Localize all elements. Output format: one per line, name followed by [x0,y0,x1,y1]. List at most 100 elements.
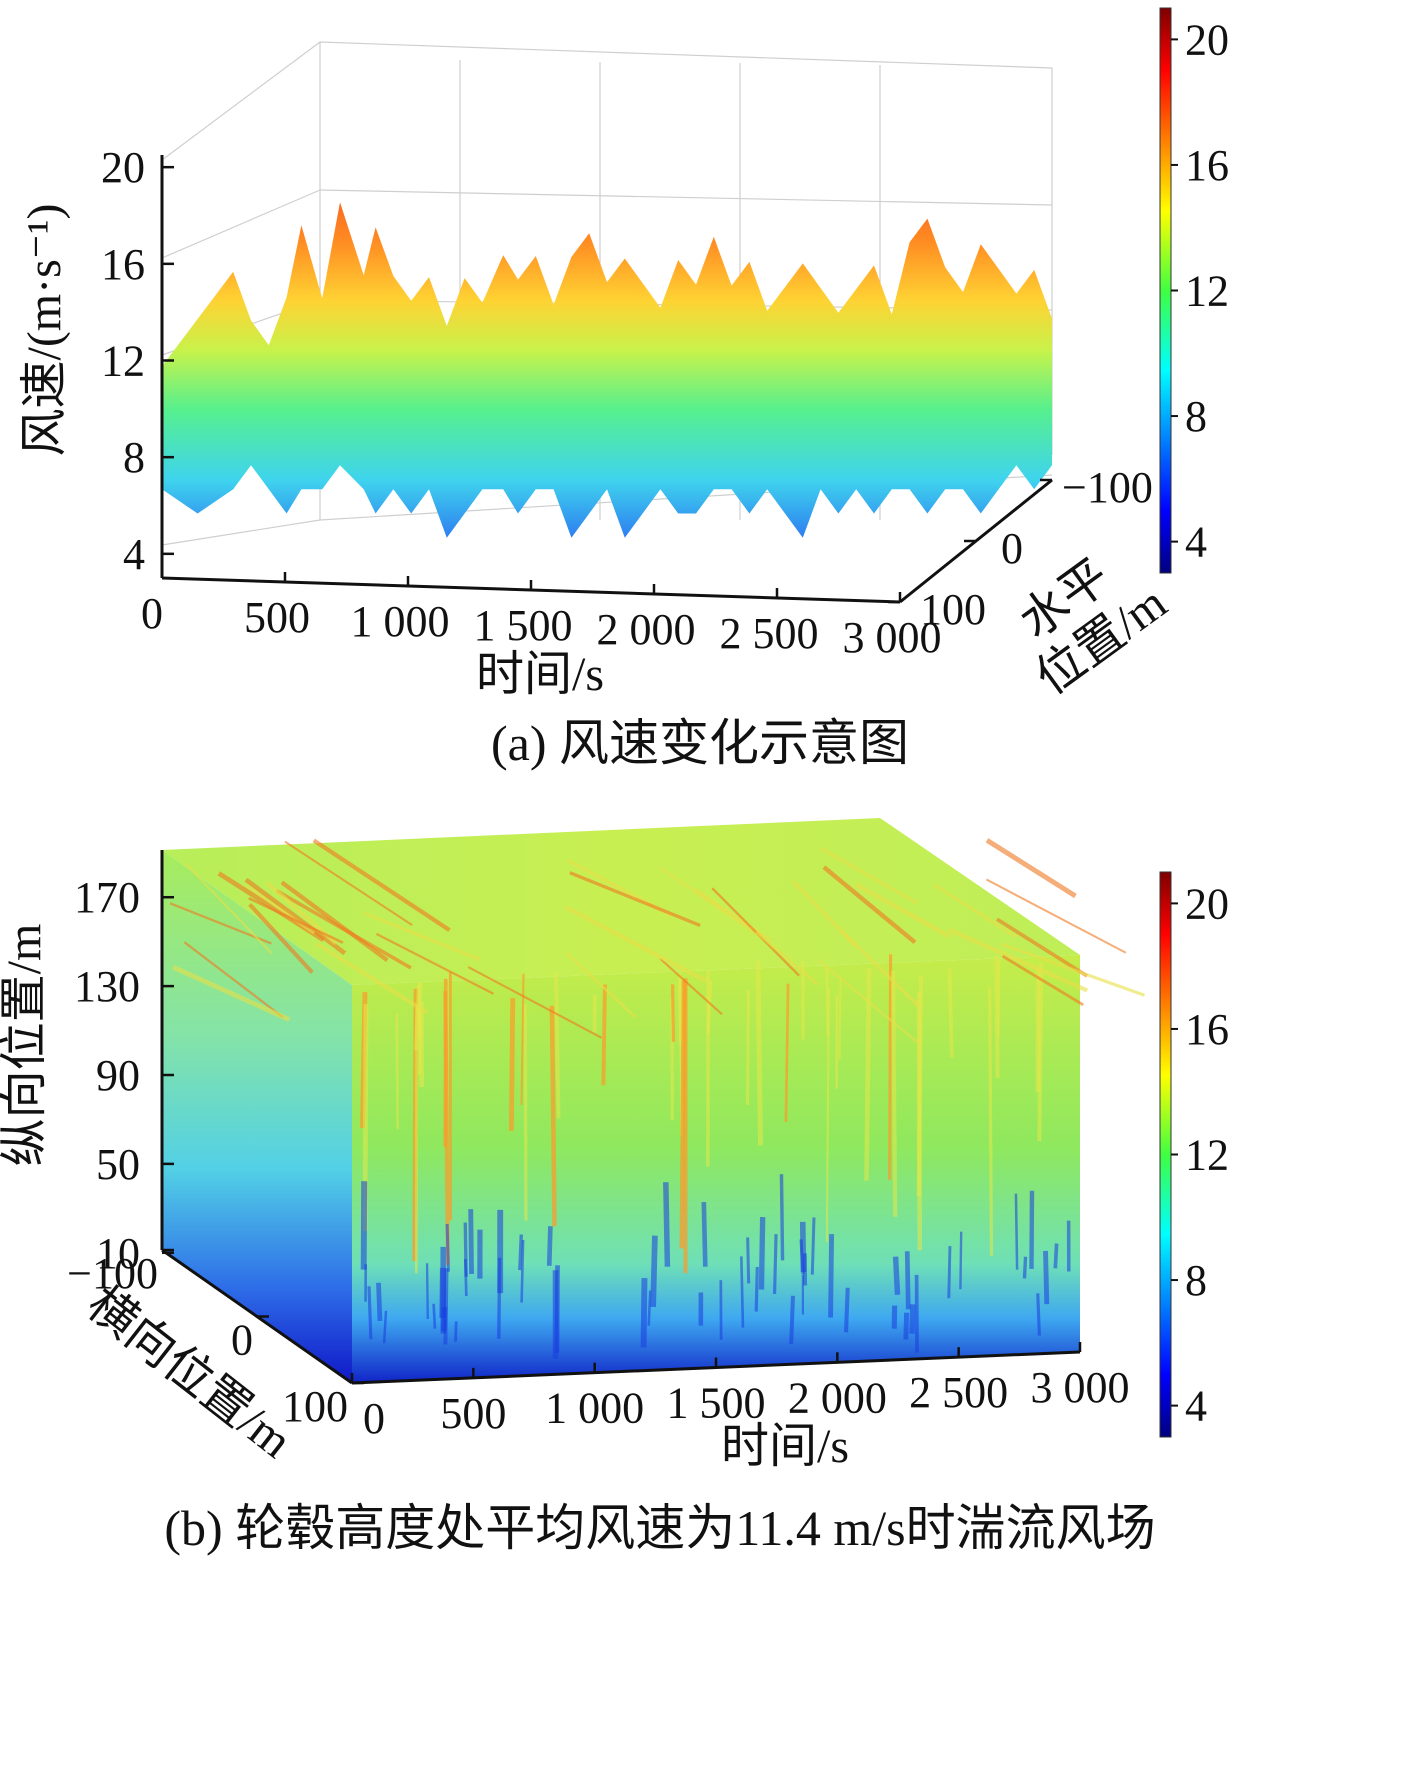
chart-b-streak [903,1312,910,1340]
chart-b-streak [395,1012,399,1130]
chart-b-colorbar [1159,871,1172,1438]
chart-b-streak [701,1202,708,1267]
chart-b-streak [280,880,389,962]
chart-b-streak [467,966,603,1039]
chart-a-colorbar-label: 8 [1185,392,1207,441]
chart-b-streak [838,976,842,1060]
chart-b-xlabel: 时间/s [721,1420,849,1473]
chart-b-streak [382,1310,388,1344]
chart-b-streak [799,1239,805,1275]
chart-a-xlabel: 时间/s [476,648,604,701]
chart-b-streak [445,1223,450,1272]
chart-a-xtick-label: 3 000 [843,613,942,662]
chart-b-streak [183,941,284,1019]
chart-b-streak [843,1287,850,1333]
chart-b-streak [740,1256,745,1328]
chart-b-xtick-label: 0 [363,1394,385,1443]
chart-b-streak [468,1209,474,1275]
chart-a-colorbar [1159,7,1172,574]
chart-b-streak [933,883,1018,939]
chart-b-xtick-label: 1 000 [545,1384,644,1433]
chart-b-streak [854,882,952,939]
chart-b-ytick-label: 170 [74,873,140,922]
chart-b-streak [569,871,701,927]
chart-b-streak [364,911,481,962]
chart-a-depth-tick-label: 100 [920,585,986,634]
chart-a-colorbar-label: 12 [1185,267,1229,316]
chart-b-streak [822,865,917,945]
chart-b-streak [1043,1250,1050,1305]
chart-b-streak [996,917,1089,978]
chart-b-xtick-label: 500 [440,1389,506,1438]
chart-b-depth-tick-label: 100 [282,1382,348,1431]
chart-b-streak [1000,942,1146,997]
chart-a: 4 8 12 16 20 0 500 1 000 1 500 2 000 2 500 3 000 −10… [18,7,1229,771]
chart-b-streak [1014,1193,1019,1270]
chart-b-streak [994,955,1000,1079]
chart-b-streak [647,1290,652,1326]
chart-a-surface [162,202,1052,538]
chart-b-streak [375,932,494,995]
chart-b-streak [443,991,450,1266]
chart-b-streak [248,902,314,974]
chart-b-streak [1053,1243,1059,1269]
chart-b-streak [888,954,893,1180]
chart-b-streak [565,951,637,1019]
chart-b-streak [564,905,707,983]
chart-b-streak [360,1181,368,1270]
chart-b-streak [810,1217,816,1275]
chart-a-ytick-label: 4 [123,530,145,579]
chart-b-streak [711,887,800,977]
chart-a-xtick-label: 1 000 [351,597,450,646]
chart-b-streak [432,1303,437,1329]
chart-b-streak [706,980,713,1035]
chart-b-streak [172,964,291,1022]
chart-b-streak [784,983,790,1123]
chart-b-streak [244,877,347,956]
chart-b-xtick-label: 2 500 [909,1368,1008,1417]
chart-b-streak [904,1251,911,1310]
chart-b-streak [947,967,954,1058]
chart-b-streak [773,1234,778,1295]
chart-a-xtick-label: 1 500 [474,601,573,650]
chart-b-streak [463,1222,468,1277]
chart-b-streak [817,959,920,1045]
chart-b-streak [650,1235,658,1308]
chart-b-streak [518,1234,524,1271]
chart-b-ytick-label: 90 [96,1051,140,1100]
chart-b-streak [508,998,516,1131]
chart-b-colorbar-label: 20 [1185,879,1229,928]
chart-a-depth-tick-label: 0 [1001,524,1023,573]
chart-b-streak [779,1174,785,1261]
chart-b-streak [663,1182,671,1267]
chart-b-streak [520,1239,525,1303]
chart-b-streak [523,1004,528,1221]
chart-b-streak [755,930,819,986]
chart-b-streak [890,971,898,1217]
chart-b-xtick-label: 3 000 [1031,1363,1130,1412]
chart-a-xtick-label: 2 500 [720,609,819,658]
chart-b-depth-tick-label: −100 [67,1249,158,1298]
chart-b-streak [985,838,1077,899]
chart-b-streak [825,989,830,1243]
chart-b-streak [670,984,676,1042]
chart-a-xtick-label: 2 000 [597,605,696,654]
chart-b-streak [792,880,858,948]
chart-b-streak [312,838,451,932]
chart-a-ytick-label: 12 [101,337,145,386]
chart-b-streak [755,960,763,1146]
chart-b-streak [640,1277,648,1348]
chart-b-xtick-label: 1 500 [667,1379,766,1428]
chart-b-streak [454,1321,458,1342]
chart-a-depth-tick-label: −100 [1062,463,1153,512]
chart-b-streak [546,1226,553,1266]
chart-b-streak [418,1001,425,1087]
chart-b-streak [1022,1256,1028,1279]
chart-b-streak [1029,1190,1035,1269]
chart-b-ylabel: 纵向位置/m [0,924,51,1167]
chart-a-xtick-label: 500 [244,593,310,642]
chart-b-streak [789,1295,795,1345]
chart-b-streak [367,1286,373,1340]
chart-b-ytick-label: 130 [74,962,140,1011]
